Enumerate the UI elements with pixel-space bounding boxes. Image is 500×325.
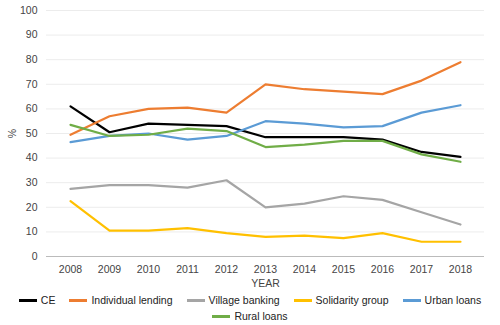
- html-text:Village banking: Village banking: [208, 294, 280, 306]
- svg-text:2008: 2008: [59, 263, 83, 275]
- html-text:Rural loans: Rural loans: [234, 310, 288, 322]
- html-text:CE: CE: [40, 294, 56, 306]
- svg-text:20: 20: [26, 201, 38, 213]
- svg-text:30: 30: [26, 176, 38, 188]
- svg-text:2011: 2011: [176, 263, 199, 275]
- svg-text:70: 70: [26, 78, 38, 90]
- svg-text:90: 90: [26, 28, 38, 40]
- svg-text:2013: 2013: [254, 263, 278, 275]
- svg-text:0: 0: [32, 250, 38, 262]
- svg-text:2015: 2015: [332, 263, 356, 275]
- svg-text:2012: 2012: [215, 263, 239, 275]
- svg-text:40: 40: [26, 151, 38, 163]
- svg-text:2009: 2009: [98, 263, 122, 275]
- svg-text:YEAR: YEAR: [251, 277, 280, 289]
- svg-text:%: %: [6, 129, 18, 138]
- svg-text:2010: 2010: [137, 263, 161, 275]
- svg-text:2014: 2014: [293, 263, 317, 275]
- html-text:Urban loans: Urban loans: [424, 294, 482, 306]
- svg-text:2016: 2016: [371, 263, 395, 275]
- html-text:Solidarity group: Solidarity group: [315, 294, 389, 306]
- svg-text:2017: 2017: [410, 263, 434, 275]
- svg-text:60: 60: [26, 102, 38, 114]
- svg-text:2018: 2018: [449, 263, 473, 275]
- svg-text:10: 10: [26, 225, 38, 237]
- svg-text:80: 80: [26, 53, 38, 65]
- html-text:Individual lending: Individual lending: [91, 294, 173, 306]
- svg-text:50: 50: [26, 127, 38, 139]
- svg-text:100: 100: [20, 4, 38, 16]
